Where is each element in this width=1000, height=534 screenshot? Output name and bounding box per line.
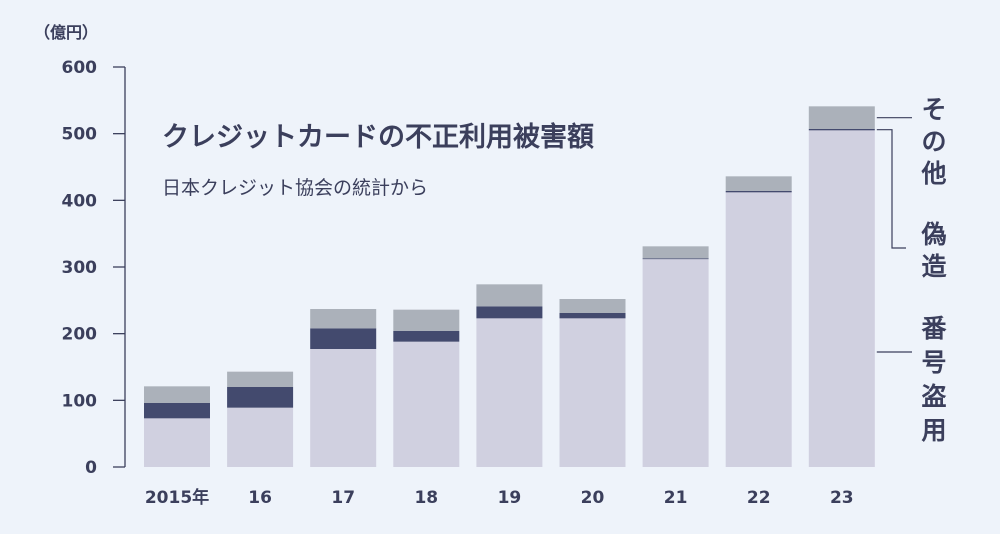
y-tick-label: 600 bbox=[62, 58, 98, 78]
bar-segment-0-3 bbox=[393, 341, 460, 467]
x-tick-label: 23 bbox=[830, 488, 854, 508]
y-axis: 0 100 200 300 400 500 600 bbox=[62, 58, 126, 478]
x-tick-label: 2015年 bbox=[145, 487, 209, 508]
bar-segment-2-0 bbox=[144, 386, 210, 403]
bar-segment-2-3 bbox=[393, 309, 460, 331]
y-tick-label: 400 bbox=[62, 191, 98, 211]
bar-segment-2-6 bbox=[642, 246, 709, 259]
y-tick-label: 100 bbox=[62, 391, 98, 411]
bar-segment-2-7 bbox=[725, 176, 792, 191]
bar-segment-1-1 bbox=[227, 387, 294, 408]
bar-segment-1-7 bbox=[725, 191, 792, 193]
legend-label-2: その他 bbox=[920, 95, 946, 188]
x-tick-label: 22 bbox=[747, 488, 771, 508]
bar-segment-2-1 bbox=[227, 371, 294, 387]
y-tick-label: 0 bbox=[85, 458, 97, 478]
bar-segment-0-7 bbox=[725, 192, 792, 468]
bar-segment-1-3 bbox=[393, 331, 460, 342]
y-tick-label: 300 bbox=[62, 258, 98, 278]
bar-segment-2-2 bbox=[310, 309, 377, 329]
x-axis-labels: 2015年 16 17 18 19 20 21 22 23 bbox=[145, 487, 854, 508]
y-tick-label: 200 bbox=[62, 325, 98, 345]
y-tick-label: 500 bbox=[62, 125, 98, 145]
bar-segment-1-5 bbox=[559, 313, 626, 319]
chart-title: クレジットカードの不正利用被害額 bbox=[162, 121, 594, 153]
x-tick-label: 20 bbox=[581, 488, 605, 508]
bar-segment-1-8 bbox=[808, 129, 875, 131]
bar-segment-0-0 bbox=[144, 418, 210, 467]
unit-label: （億円） bbox=[34, 23, 98, 42]
x-tick-label: 17 bbox=[331, 488, 355, 508]
bar-segment-0-5 bbox=[559, 318, 626, 467]
bar-segment-2-5 bbox=[559, 299, 626, 313]
x-tick-label: 21 bbox=[664, 488, 688, 508]
bar-segment-0-1 bbox=[227, 407, 294, 467]
bar-segment-1-0 bbox=[144, 403, 210, 419]
bar-segment-2-4 bbox=[476, 284, 543, 307]
bar-segment-0-4 bbox=[476, 318, 543, 467]
bar-segment-1-6 bbox=[642, 258, 709, 260]
bar-segment-2-8 bbox=[808, 106, 875, 129]
bars bbox=[144, 106, 875, 468]
bar-segment-0-8 bbox=[808, 130, 875, 468]
bar-segment-1-2 bbox=[310, 328, 377, 349]
legend-label-1: 偽造 bbox=[920, 220, 946, 281]
chart-subtitle: 日本クレジット協会の統計から bbox=[162, 177, 428, 199]
x-tick-label: 18 bbox=[414, 488, 438, 508]
legend-leader-1 bbox=[876, 129, 906, 249]
x-tick-label: 16 bbox=[248, 488, 272, 508]
bar-segment-0-2 bbox=[310, 349, 377, 467]
x-tick-label: 19 bbox=[498, 488, 522, 508]
legend-label-0: 番号盗用 bbox=[920, 314, 947, 445]
bar-segment-1-4 bbox=[476, 306, 543, 319]
bar-segment-0-6 bbox=[642, 259, 709, 467]
